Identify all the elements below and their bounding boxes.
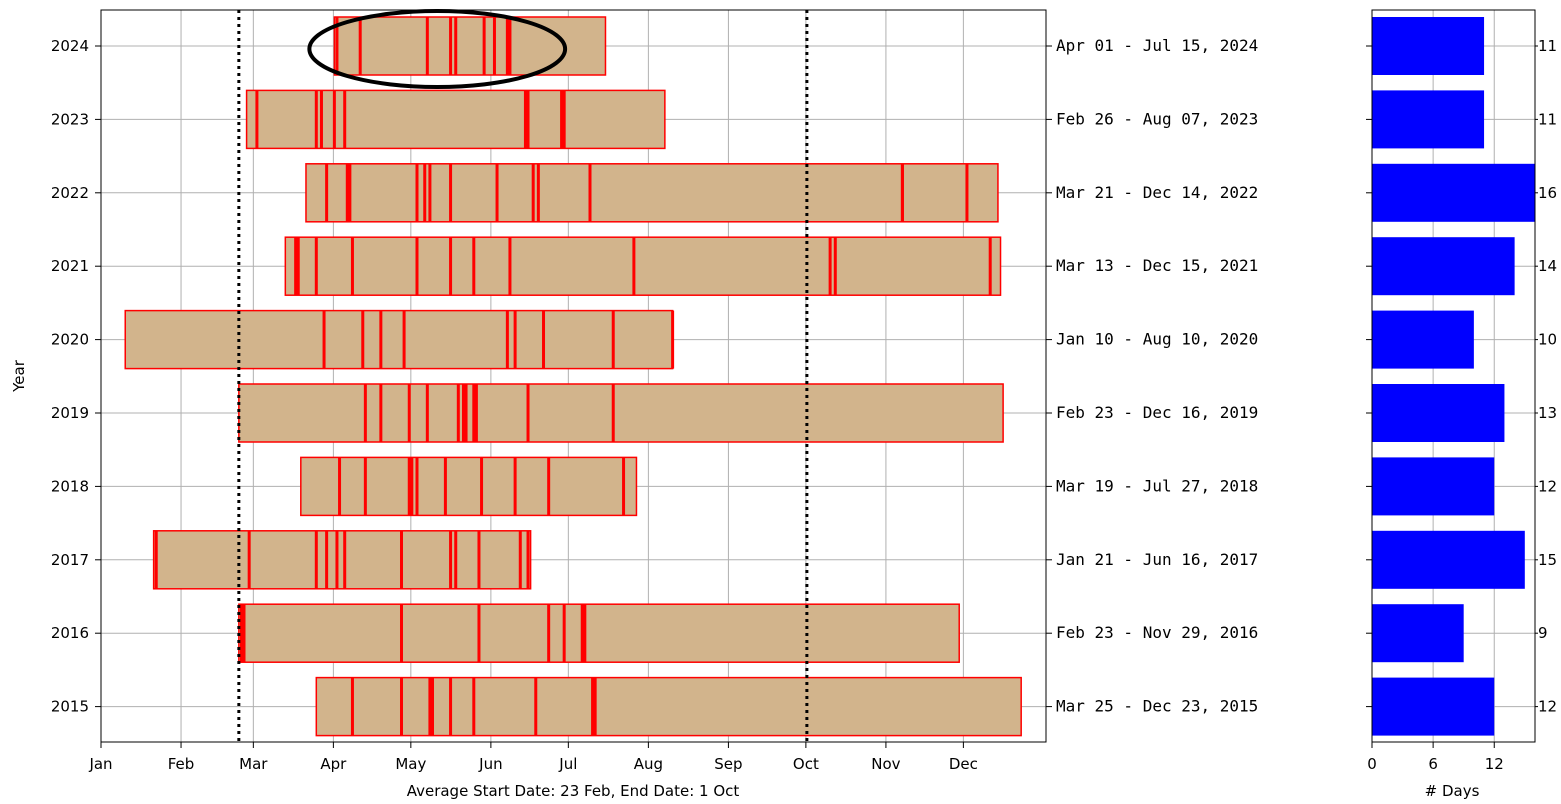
- range-label: Feb 26 - Aug 07, 2023: [1056, 109, 1258, 128]
- days-value-label: 14: [1538, 257, 1557, 275]
- timeline-bars: [124, 16, 1022, 737]
- y-tick-label: 2017: [51, 551, 89, 569]
- days-value-labels: 11 11 16 14 10 13 12 15 9 12: [1538, 37, 1557, 716]
- range-label: Mar 19 - Jul 27, 2018: [1056, 476, 1258, 495]
- range-bar: [315, 676, 1022, 737]
- range-label: Feb 23 - Dec 16, 2019: [1056, 403, 1258, 422]
- range-bar-2017: [152, 530, 532, 590]
- reference-lines: [237, 10, 809, 742]
- days-bars: [1372, 17, 1535, 736]
- x-tick-label: Jul: [558, 755, 577, 773]
- range-bar-2019: [238, 383, 1004, 443]
- days-bar-2021: [1372, 237, 1515, 296]
- days-bar-2019: [1372, 384, 1505, 442]
- days-bar-2022: [1372, 163, 1535, 222]
- range-bar-2015: [315, 676, 1022, 737]
- days-bar-2024: [1372, 17, 1485, 75]
- y-tick-label: 2016: [51, 624, 89, 642]
- range-bar: [284, 236, 1002, 296]
- range-bar: [305, 163, 999, 223]
- range-bar-2024: [333, 16, 607, 76]
- days-bar-2015: [1372, 677, 1495, 736]
- days-value-label: 12: [1538, 698, 1557, 716]
- y-tick-label: 2023: [51, 110, 89, 128]
- y-tick-label: 2021: [51, 257, 89, 275]
- days-axis-label: # Days: [1425, 782, 1480, 800]
- days-x-tick-label: 12: [1485, 755, 1504, 773]
- x-tick-label: Apr: [320, 755, 347, 773]
- days-y-ticks: [1366, 45, 1538, 708]
- days-x-tick-label: 0: [1367, 755, 1377, 773]
- x-tick-label: May: [395, 755, 426, 773]
- range-bar-2020: [124, 309, 675, 370]
- x-tick-label: Mar: [239, 755, 268, 773]
- days-x-tick-label: 6: [1428, 755, 1438, 773]
- range-bar: [152, 530, 532, 590]
- x-tick-label: Aug: [634, 755, 663, 773]
- range-bar-2023: [245, 89, 666, 150]
- x-tick-label: Oct: [793, 755, 819, 773]
- days-value-label: 16: [1538, 184, 1557, 202]
- x-tick-label: Nov: [871, 755, 900, 773]
- range-label: Jan 10 - Aug 10, 2020: [1056, 330, 1258, 349]
- range-bar: [124, 309, 674, 370]
- days-bar-2016: [1372, 604, 1464, 663]
- range-bar-2022: [305, 163, 999, 223]
- range-bar-2021: [284, 236, 1002, 296]
- y-tick-label: 2022: [51, 184, 89, 202]
- range-label: Jan 21 - Jun 16, 2017: [1056, 550, 1258, 569]
- x-axis-label: Average Start Date: 23 Feb, End Date: 1 …: [407, 782, 740, 800]
- highlight-ellipse: [307, 9, 568, 89]
- range-bar: [245, 89, 666, 150]
- range-label: Mar 21 - Dec 14, 2022: [1056, 183, 1258, 202]
- x-tick-label: Jun: [478, 755, 502, 773]
- days-value-label: 11: [1538, 110, 1557, 128]
- y-axis-label: Year: [10, 359, 28, 393]
- x-tick-label: Jan: [88, 755, 112, 773]
- x-tick-label: Sep: [714, 755, 742, 773]
- days-bar-2023: [1372, 90, 1485, 149]
- y-tick-label: 2024: [51, 37, 89, 55]
- range-bar: [333, 16, 607, 76]
- range-bar: [238, 603, 960, 663]
- timeline-plot-frame: [100, 9, 1047, 743]
- days-value-label: 13: [1538, 404, 1557, 422]
- days-bar-2020: [1372, 310, 1474, 369]
- y-tick-label: 2020: [51, 331, 89, 349]
- range-bar-2016: [238, 603, 960, 663]
- x-tick-label: Feb: [168, 755, 195, 773]
- range-bar: [300, 456, 638, 517]
- days-plot-frame: [1371, 9, 1536, 743]
- range-label: Mar 25 - Dec 23, 2015: [1056, 697, 1258, 716]
- days-value-label: 9: [1538, 624, 1548, 642]
- days-value-label: 10: [1538, 331, 1557, 349]
- range-label: Mar 13 - Dec 15, 2021: [1056, 256, 1258, 275]
- days-value-label: 12: [1538, 477, 1557, 495]
- days-x-axis: 0 6 12: [1367, 742, 1504, 773]
- days-value-label: 11: [1538, 37, 1557, 55]
- timeline-x-axis: Jan Feb Mar Apr May Jun Jul Aug Sep Oct Nov Dec: [88, 742, 978, 773]
- y-tick-label: 2019: [51, 404, 89, 422]
- y-tick-label: 2018: [51, 477, 89, 495]
- x-tick-label: Dec: [949, 755, 978, 773]
- days-value-label: 15: [1538, 551, 1557, 569]
- range-bar: [238, 383, 1004, 443]
- range-label: Feb 23 - Nov 29, 2016: [1056, 623, 1258, 642]
- y-tick-label: 2015: [51, 698, 89, 716]
- range-label: Apr 01 - Jul 15, 2024: [1056, 36, 1258, 55]
- days-bar-2018: [1372, 457, 1495, 516]
- range-bar-2018: [300, 456, 638, 517]
- timeline-y-axis: 2024 2023 2022 2021 2020 2019 2018 2017 2016 2015: [51, 37, 1052, 716]
- days-bar-2017: [1372, 530, 1525, 589]
- range-labels: Apr 01 - Jul 15, 2024 Feb 26 - Aug 07, 20…: [1056, 36, 1258, 716]
